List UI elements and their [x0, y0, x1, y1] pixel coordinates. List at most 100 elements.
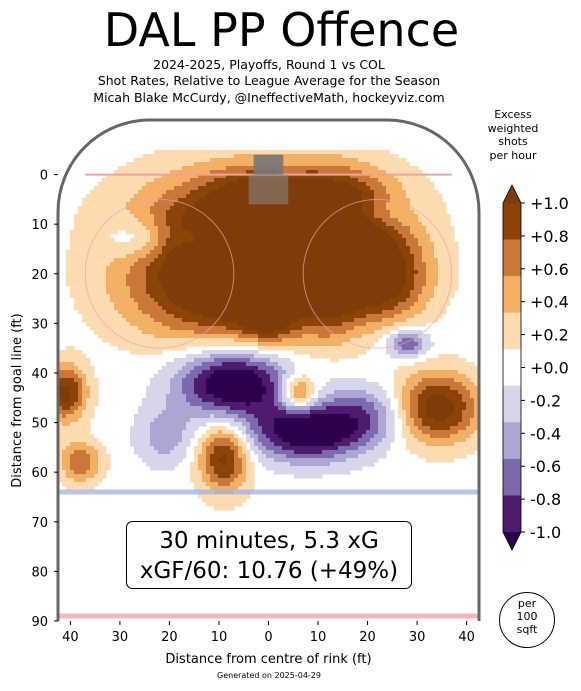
- heatmap-cell: [246, 318, 251, 323]
- heatmap-cell: [234, 250, 239, 255]
- heatmap-cell: [90, 218, 95, 223]
- heatmap-cell: [394, 274, 399, 279]
- heatmap-cell: [94, 326, 99, 331]
- heatmap-cell: [110, 194, 115, 199]
- heatmap-cell: [246, 290, 251, 295]
- heatmap-cell: [346, 214, 351, 219]
- heatmap-cell: [154, 270, 159, 275]
- heatmap-cell: [186, 338, 191, 343]
- heatmap-cell: [354, 150, 359, 155]
- heatmap-cell: [362, 318, 367, 323]
- heatmap-cell: [94, 322, 99, 327]
- heatmap-cell: [222, 194, 227, 199]
- heatmap-cell: [186, 242, 191, 247]
- heatmap-cell: [410, 230, 415, 235]
- heatmap-cell: [66, 374, 71, 379]
- heatmap-cell: [318, 318, 323, 323]
- heatmap-cell: [162, 258, 167, 263]
- heatmap-cell: [234, 322, 239, 327]
- heatmap-cell: [410, 266, 415, 271]
- heatmap-cell: [206, 314, 211, 319]
- heatmap-cell: [162, 342, 167, 347]
- heatmap-cell: [406, 238, 411, 243]
- heatmap-cell: [398, 190, 403, 195]
- heatmap-cell: [286, 362, 291, 367]
- heatmap-cell: [122, 250, 127, 255]
- heatmap-cell: [74, 370, 79, 375]
- heatmap-cell: [210, 310, 215, 315]
- heatmap-cell: [186, 306, 191, 311]
- heatmap-cell: [194, 254, 199, 259]
- heatmap-cell: [166, 382, 171, 387]
- heatmap-cell: [422, 370, 427, 375]
- heatmap-cell: [86, 358, 91, 363]
- heatmap-cell: [206, 186, 211, 191]
- heatmap-cell: [314, 218, 319, 223]
- heatmap-cell: [294, 242, 299, 247]
- heatmap-cell: [342, 286, 347, 291]
- heatmap-cell: [118, 290, 123, 295]
- heatmap-cell: [98, 182, 103, 187]
- heatmap-cell: [182, 194, 187, 199]
- heatmap-cell: [338, 206, 343, 211]
- heatmap-cell: [298, 198, 303, 203]
- heatmap-cell: [374, 254, 379, 259]
- heatmap-cell: [382, 274, 387, 279]
- heatmap-cell: [402, 350, 407, 355]
- heatmap-cell: [278, 278, 283, 283]
- heatmap-cell: [346, 266, 351, 271]
- heatmap-cell: [258, 382, 263, 387]
- heatmap-cell: [130, 198, 135, 203]
- heatmap-cell: [346, 234, 351, 239]
- heatmap-cell: [290, 346, 295, 351]
- heatmap-cell: [138, 254, 143, 259]
- heatmap-cell: [90, 318, 95, 323]
- heatmap-cell: [238, 258, 243, 263]
- heatmap-cell: [270, 222, 275, 227]
- heatmap-cell: [178, 242, 183, 247]
- heatmap-cell: [382, 150, 387, 155]
- heatmap-cell: [354, 190, 359, 195]
- heatmap-cell: [126, 198, 131, 203]
- heatmap-cell: [354, 170, 359, 175]
- heatmap-cell: [230, 182, 235, 187]
- heatmap-cell: [286, 326, 291, 331]
- heatmap-cell: [194, 362, 199, 367]
- heatmap-cell: [402, 182, 407, 187]
- heatmap-cell: [290, 218, 295, 223]
- heatmap-cell: [102, 338, 107, 343]
- heatmap-cell: [318, 266, 323, 271]
- heatmap-cell: [326, 210, 331, 215]
- heatmap-cell: [274, 366, 279, 371]
- heatmap-cell: [442, 250, 447, 255]
- heatmap-cell: [390, 254, 395, 259]
- heatmap-cell: [170, 270, 175, 275]
- heatmap-cell: [426, 206, 431, 211]
- heatmap-cell: [202, 238, 207, 243]
- heatmap-cell: [270, 302, 275, 307]
- heatmap-cell: [362, 266, 367, 271]
- heatmap-cell: [242, 238, 247, 243]
- heatmap-cell: [326, 286, 331, 291]
- heatmap-cell: [434, 198, 439, 203]
- heatmap-cell: [86, 274, 91, 279]
- heatmap-cell: [186, 326, 191, 331]
- heatmap-cell: [86, 306, 91, 311]
- heatmap-cell: [250, 342, 255, 347]
- heatmap-cell: [90, 306, 95, 311]
- heatmap-cell: [98, 218, 103, 223]
- heatmap-cell: [102, 206, 107, 211]
- heatmap-cell: [430, 242, 435, 247]
- heatmap-cell: [182, 154, 187, 159]
- heatmap-cell: [134, 294, 139, 299]
- heatmap-cell: [206, 182, 211, 187]
- heatmap-cell: [174, 154, 179, 159]
- heatmap-cell: [422, 294, 427, 299]
- heatmap-cell: [386, 206, 391, 211]
- heatmap-cell: [278, 314, 283, 319]
- heatmap-cell: [286, 342, 291, 347]
- heatmap-cell: [198, 190, 203, 195]
- heatmap-cell: [178, 194, 183, 199]
- heatmap-cell: [226, 254, 231, 259]
- heatmap-cell: [126, 326, 131, 331]
